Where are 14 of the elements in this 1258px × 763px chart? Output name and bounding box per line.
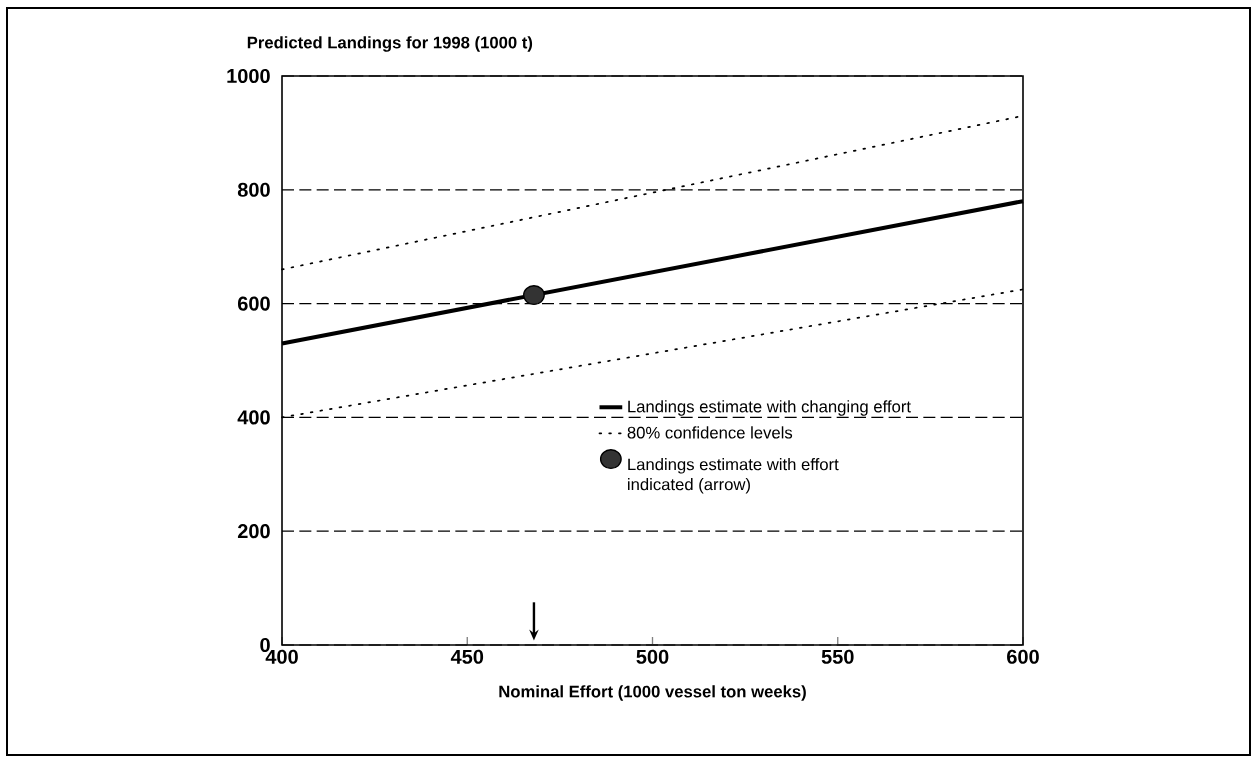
- legend-label: Landings estimate with effort indicated (arrow): [628, 458, 839, 494]
- y-tick-label: 800: [237, 182, 270, 197]
- y-tick-label: 1000: [227, 68, 270, 84]
- x-tick-label: 450: [450, 649, 484, 664]
- y-tick-label: 200: [237, 524, 270, 539]
- y-axis-title: Predicted Landings for 1998 (1000 t): [247, 36, 533, 52]
- y-tick-label: 400: [237, 410, 270, 425]
- x-tick-label: 500: [636, 649, 669, 664]
- x-axis-title: Nominal Effort (1000 vessel ton weeks): [499, 685, 806, 701]
- x-tick-label: 550: [821, 649, 854, 664]
- legend-label: Landings estimate with changing effort: [628, 400, 911, 416]
- y-tick-label: 600: [237, 296, 270, 311]
- legend-label: 80% confidence levels: [627, 426, 793, 439]
- x-tick-label: 600: [1007, 649, 1039, 664]
